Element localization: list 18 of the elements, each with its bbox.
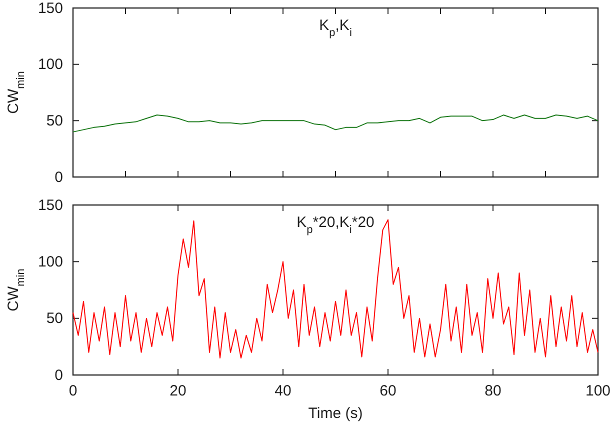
y-tick-label: 100 <box>38 253 63 270</box>
x-tick-label: 20 <box>170 382 186 400</box>
line-series <box>72 114 598 132</box>
y-tick-label: 0 <box>54 168 63 186</box>
text: K$_{p}$*20,K$_{i}$*20 <box>296 214 374 236</box>
x-tick-label: 60 <box>380 382 396 400</box>
x-axis-title: Time (s) <box>308 405 363 422</box>
text: K$_{p}$,K$_{i}$ <box>319 17 352 39</box>
y-tick-label: 150 <box>38 196 63 214</box>
x-tick-label: 80 <box>484 382 502 400</box>
x-tick-label: 100 <box>585 382 611 400</box>
y-tick-label: 50 <box>46 310 63 328</box>
y-tick-label: 150 <box>38 0 63 17</box>
y-tick-label: 100 <box>38 56 63 74</box>
x-tick-label: 0 <box>68 382 78 400</box>
x-tick-label: 40 <box>274 382 292 400</box>
y-tick-label: 0 <box>54 366 63 384</box>
y-tick-label: 50 <box>46 112 63 130</box>
